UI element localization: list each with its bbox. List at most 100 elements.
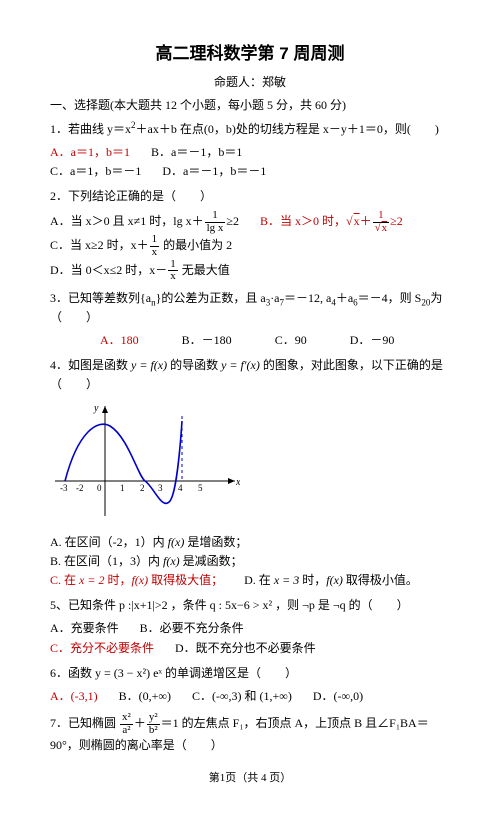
q4-b: 的导函数 [167, 358, 221, 372]
q3-a: 3．已知等差数列{a [50, 291, 151, 305]
svg-text:0: 0 [97, 483, 102, 493]
q6-opt-c: C．(-∞,3) 和 (1,+∞) [192, 687, 292, 706]
frac-icon: 1x [168, 259, 178, 283]
q6-expr: (3 − x²) eˣ [114, 666, 162, 680]
q1-opt-c: C．a＝1，b＝－1 [50, 162, 141, 181]
q5-opt-c: C．充分不必要条件 [50, 639, 154, 658]
t: f(x) [163, 554, 180, 568]
svg-text:-3: -3 [60, 483, 68, 493]
q2-opt-c: C．当 x≥2 时，x＋1x 的最小值为 2 [50, 234, 232, 258]
q2-opt-a: A．当 x＞0 且 x≠1 时，lg x＋1lg x≥2 [50, 210, 239, 234]
svg-text:5: 5 [198, 483, 203, 493]
q3-opt-a: A．180 [100, 333, 139, 347]
q4-opt-a: A. 在区间（-2，1）内 f(x) 是增函数； [50, 533, 247, 552]
t: 是增函数； [184, 535, 247, 549]
q4-opt-d: D. 在 x = 3 时，f(x) 取得极小值。 [244, 571, 418, 590]
t: f(x) [131, 573, 148, 587]
q5-options: A．充要条件 B．必要不充分条件 C．充分不必要条件 D．既不充分也不必要条件 [50, 619, 450, 657]
q2d-post: 无最大值 [179, 262, 230, 276]
svg-text:1: 1 [120, 483, 125, 493]
question-5: 5、已知条件 p :|x+1|>2 ，条件 q : 5x−6 > x² ，则 ¬… [50, 596, 450, 615]
q2a-pre: A．当 x＞0 且 x≠1 时，lg x＋ [50, 214, 204, 228]
frac-icon: y²b² [147, 712, 160, 736]
t: 取得极小值。 [343, 573, 418, 587]
q6-opt-d: D．(-∞,0) [313, 687, 363, 706]
t: A. 在区间（-2，1）内 [50, 535, 168, 549]
q3-opt-c: C．90 [275, 333, 307, 347]
q2c-post: 的最小值为 2 [160, 238, 232, 252]
q1-opt-a: A．a＝1，b＝1 [50, 143, 130, 162]
q6-opt-b: B．(0,+∞) [119, 687, 171, 706]
q1-options: A．a＝1，b＝1 B．a＝－1，b＝1 C．a＝1，b＝－1 D．a＝－1，b… [50, 143, 450, 181]
q2b-mid: ＋ [360, 214, 372, 228]
svg-text:-2: -2 [76, 483, 84, 493]
svg-text:3: 3 [158, 483, 163, 493]
frac-icon: 1lg x [205, 210, 226, 234]
q3-c: ·a [270, 291, 279, 305]
frac-icon: 1x [150, 234, 160, 258]
q6-opt-a: A．(-3,1) [50, 687, 98, 706]
t: x = 3 [274, 573, 299, 587]
q3-opt-d: D．－90 [350, 333, 395, 347]
q2b-post: ≥2 [390, 214, 403, 228]
q4-options: A. 在区间（-2，1）内 f(x) 是增函数； B. 在区间（1，3）内 f(… [50, 533, 450, 591]
svg-text:y: y [93, 403, 99, 414]
q4-fx1: y = f(x) [131, 358, 167, 372]
svg-text:x: x [235, 477, 240, 488]
q2-opt-b: B．当 x＞0 时，√x＋1√x≥2 [260, 210, 403, 234]
svg-text:4: 4 [178, 483, 183, 493]
q3-f: ＝－4，则 S [358, 291, 422, 305]
q1-stem-a: 1．若曲线 y＝x [50, 122, 131, 136]
q2a-post: ≥2 [226, 214, 239, 228]
t: C. 在 [50, 573, 79, 587]
function-graph-icon: x y -3 -2 0 1 2 3 4 5 [50, 401, 240, 521]
question-1: 1．若曲线 y＝x2＋ax＋b 在点(0，b)处的切线方程是 x－y＋1＝0，则… [50, 120, 450, 139]
svg-text:2: 2 [140, 483, 145, 493]
q5-opt-d: D．既不充分也不必要条件 [175, 639, 316, 658]
t: 时， [104, 573, 131, 587]
question-4: 4．如图是函数 y = f(x) 的导函数 y = f′(x) 的图象，对此图象… [50, 356, 450, 394]
q3-options: A．180 B．－180 C．90 D．－90 [50, 331, 450, 350]
q2d-pre: D．当 0＜x≤2 时，x－ [50, 262, 167, 276]
q6-a: 6．函数 y = [50, 666, 114, 680]
q4-opt-b: B. 在区间（1，3）内 f(x) 是减函数； [50, 552, 243, 571]
q2c-pre: C．当 x≥2 时，x＋ [50, 238, 149, 252]
q3-opt-b: B．－180 [182, 333, 232, 347]
t: B. 在区间（1，3）内 [50, 554, 163, 568]
q3-d: ＝－12, a [284, 291, 331, 305]
t: 是减函数； [180, 554, 243, 568]
frac-icon: 1√x [373, 210, 390, 234]
t: D. 在 [244, 573, 274, 587]
question-7: 7．已知椭圆 x²a²＋y²b²＝1 的左焦点 F₁，右顶点 A，上顶点 B 且… [50, 712, 450, 755]
t: f(x) [326, 573, 343, 587]
q3-e: ＋a [336, 291, 353, 305]
frac-icon: x²a² [120, 712, 133, 736]
question-2: 2．下列结论正确的是（ ） [50, 187, 450, 206]
t: f(x) [168, 535, 185, 549]
section-heading: 一、选择题(本大题共 12 个小题，每小题 5 分，共 60 分) [50, 96, 450, 115]
author-line: 命题人：郑敏 [50, 73, 450, 92]
q7-b: ＋ [134, 716, 146, 730]
q4-opt-c: C. 在 x = 2 时，f(x) 取得极大值； [50, 571, 223, 590]
q7-a: 7．已知椭圆 [50, 716, 119, 730]
q2b-pre: B．当 x＞0 时， [260, 214, 346, 228]
q6-b: 的单调递增区是（ ） [162, 666, 297, 680]
t: 取得极大值； [148, 573, 223, 587]
q4-a: 4．如图是函数 [50, 358, 131, 372]
q6-options: A．(-3,1) B．(0,+∞) C．(-∞,3) 和 (1,+∞) D．(-… [50, 687, 450, 706]
question-6: 6．函数 y = (3 − x²) eˣ 的单调递增区是（ ） [50, 664, 450, 683]
q1-stem-b: ＋ax＋b 在点(0，b)处的切线方程是 x－y＋1＝0，则( ) [136, 122, 439, 136]
page-footer: 第1页（共 4 页） [50, 770, 450, 788]
q3-b: }的公差为正数，且 a [156, 291, 266, 305]
q2-opt-d: D．当 0＜x≤2 时，x－1x 无最大值 [50, 259, 230, 283]
question-3: 3．已知等差数列{an}的公差为正数，且 a3·a7＝－12, a4＋a6＝－4… [50, 289, 450, 327]
q1-opt-b: B．a＝－1，b＝1 [151, 143, 242, 162]
q4-graph: x y -3 -2 0 1 2 3 4 5 [50, 401, 450, 527]
t: 时， [299, 573, 326, 587]
q4-fx2: y = f′(x) [221, 358, 260, 372]
q5-opt-a: A．充要条件 [50, 619, 119, 638]
sqrt-x: x [353, 214, 360, 228]
q1-opt-d: D．a＝－1，b＝－1 [162, 162, 266, 181]
q2-options: A．当 x＞0 且 x≠1 时，lg x＋1lg x≥2 B．当 x＞0 时，√… [50, 210, 450, 282]
q5-opt-b: B．必要不充分条件 [140, 619, 244, 638]
